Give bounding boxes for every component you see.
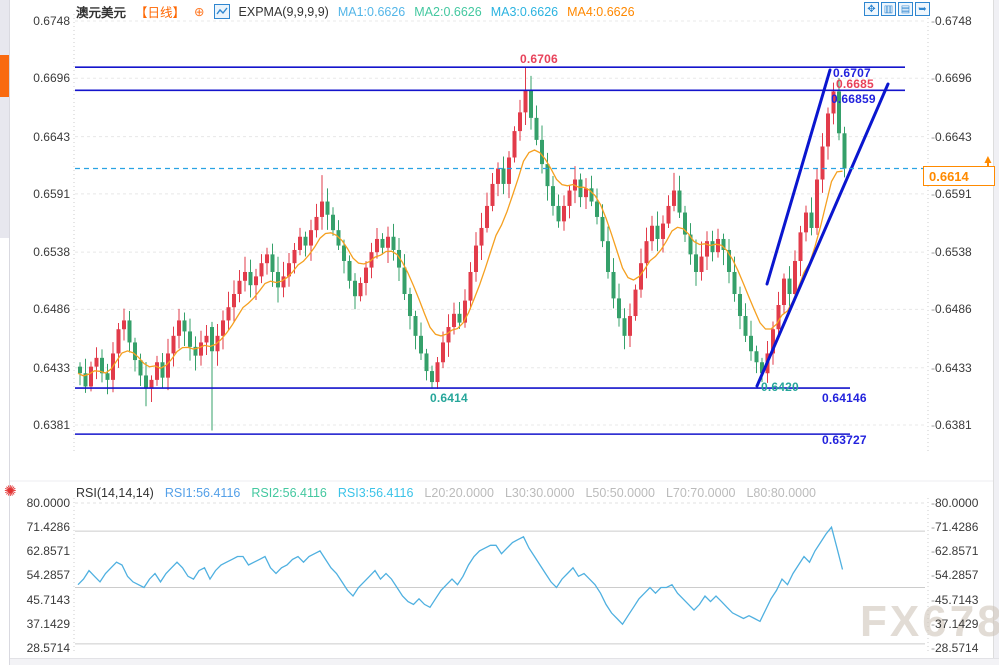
left-scrollbar-track[interactable] [0,0,10,665]
axis-tick-left: 0.6696 [33,71,70,86]
axis-tick-left: 45.7143 [26,592,70,607]
resistance-label: 0.6685 [836,77,874,91]
bottom-scrollbar-track[interactable] [10,658,999,665]
new-indicator-window-icon[interactable]: ▥ [881,2,896,16]
main-header-item-0: 澳元美元 [76,6,127,20]
main-header-item-2: ⊕ [194,5,205,19]
rsi-header-item-5: L30:30.0000 [504,486,575,500]
rsi-header-item-2: RSI2:56.4116 [251,486,327,500]
left-scrollbar-track-upper [0,0,9,238]
indicator-settings-icon[interactable]: ✺ [4,483,17,500]
channel-top-label: 0.6707 [833,66,871,80]
main-header-item-3: EXPMA(9,9,9,9) [238,4,329,19]
main-header-item-5: MA2:0.6626 [414,4,482,19]
axis-tick-left: 71.4286 [26,520,70,535]
peak-price-label: 0.6706 [520,52,558,66]
current-price-badge: 0.6614 [923,166,995,186]
axis-tick-right: -54.2857 [931,568,979,583]
axis-tick-left: 0.6486 [33,302,70,317]
axis-tick-right: -0.6381 [931,418,972,432]
support2-label: 0.63727 [822,433,867,447]
low-price-label: 0.6414 [430,391,468,405]
axis-tick-left: 0.6433 [33,360,70,375]
axis-tick-left: 62.8571 [26,544,70,559]
axis-tick-left: 0.6643 [33,129,70,144]
axis-tick-left: 0.6591 [33,186,70,201]
rsi-header-item-3: RSI3:56.4116 [337,486,414,500]
axis-tick-right: -0.6748 [931,14,972,28]
axis-tick-right: -28.5714 [931,640,979,655]
rsi-header-item-6: L50:50.0000 [585,486,655,500]
axis-tick-right: -0.6591 [931,186,972,201]
axis-tick-left: 0.6538 [33,245,70,260]
axis-tick-right: -0.6538 [931,245,972,260]
axis-tick-right: -0.6643 [931,129,972,144]
main-header-item-7: MA4:0.6626 [567,4,635,19]
axis-tick-right: -71.4286 [931,520,979,535]
axis-tick-right: -0.6433 [931,360,972,375]
main-header-item-6: MA3:0.6626 [490,4,559,19]
move-icon[interactable]: ✥ [864,2,879,16]
swing-low-label: 0.6420 [761,380,799,394]
axis-tick-left: 28.5714 [26,640,70,655]
rsi-header-item-1: RSI1:56.4116 [164,486,241,500]
axis-tick-right: -0.6696 [931,71,972,86]
axis-tick-right: -80.0000 [931,496,979,510]
axis-tick-left: 0.6381 [33,418,70,432]
main-chart-header: 澳元美元 【日线】 ⊕ EXPMA(9,9,9,9) MA1:0.6626 MA2:0.6… [76,3,635,20]
expma-chart-icon[interactable] [213,4,230,19]
chart-layout-icon[interactable]: ▤ [898,2,913,16]
price-up-arrow-icon: ▲ [982,152,994,166]
axis-tick-right: -0.6486 [931,302,972,317]
collapse-right-icon[interactable]: ➥ [915,2,930,16]
rsi-header-item-8: L80:80.0000 [746,486,816,500]
axis-tick-left: 37.1429 [26,616,70,631]
fx678-watermark: FX678 [860,597,999,646]
rsi-header-item-4: L20:20.0000 [424,486,494,500]
axis-tick-right: -37.1429 [931,616,979,631]
axis-tick-right: -45.7143 [931,592,979,607]
right-scrollbar-track[interactable] [993,0,999,665]
rsi-header-item-7: L70:70.0000 [665,486,736,500]
axis-tick-left: 0.6748 [33,14,70,28]
support1-label: 0.64146 [822,391,867,405]
rsi-header: RSI(14,14,14) RSI1:56.4116 RSI2:56.4116 RSI… [76,485,816,501]
main-header-item-4: MA1:0.6626 [337,4,406,19]
axis-tick-left: 54.2857 [26,568,70,583]
channel-value-label: 0.66859 [831,92,876,106]
axis-tick-left: 80.0000 [26,496,70,510]
chart-toolbar: ✥ ▥ ▤ ➥ [864,2,930,16]
axis-tick-right: -62.8571 [931,544,979,559]
main-header-item-1: 【日线】 [135,6,186,20]
left-scrollbar-thumb[interactable] [0,55,9,97]
rsi-header-item-0: RSI(14,14,14) [76,486,154,500]
